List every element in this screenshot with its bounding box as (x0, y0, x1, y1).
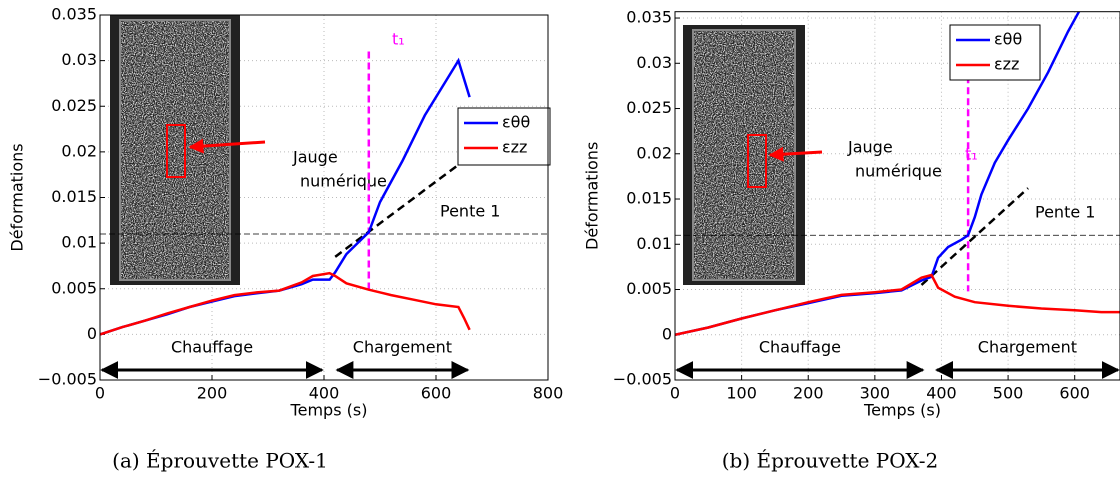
legend-label: εθθ (502, 113, 530, 132)
y-axis-label: Déformations (583, 142, 602, 250)
x-axis-label: Temps (s) (290, 401, 368, 420)
x-tick-label: 200 (197, 384, 228, 403)
slope-line (920, 187, 1029, 286)
inset-specimen-edge (119, 19, 231, 281)
caption: (a) Éprouvette POX-1 (112, 449, 328, 473)
x-tick-label: 0 (95, 384, 105, 403)
legend-box (457, 107, 551, 166)
y-tick-label: 0.03 (61, 50, 97, 69)
series-line (675, 273, 1120, 337)
axes-frame (99, 14, 549, 381)
x-tick-label: 0 (670, 384, 680, 403)
y-tick-label: −0.005 (38, 370, 97, 389)
y-tick-label: 0.035 (51, 5, 97, 24)
x-tick-label: 600 (1059, 384, 1090, 403)
legend-label: εzz (502, 138, 527, 157)
gauge-box (747, 134, 767, 188)
axes-frame (674, 11, 1120, 381)
y-tick-label: 0.01 (636, 234, 672, 253)
x-axis-label: Temps (s) (863, 401, 941, 420)
y-tick-label: 0.02 (61, 141, 97, 160)
y-tick-label: 0.005 (626, 279, 672, 298)
slope-label: Pente 1 (440, 202, 500, 221)
t1-label: t₁ (965, 145, 978, 164)
y-tick-label: 0.01 (61, 233, 97, 252)
x-tick-label: 100 (726, 384, 757, 403)
legend-box (949, 24, 1041, 81)
caption: (b) Éprouvette POX-2 (722, 449, 939, 473)
gauge-box (166, 124, 186, 178)
gauge-label: Jauge (292, 148, 338, 167)
y-tick-label: −0.005 (613, 370, 672, 389)
x-tick-label: 500 (993, 384, 1024, 403)
x-tick-label: 800 (533, 384, 564, 403)
y-tick-label: 0.02 (636, 143, 672, 162)
y-tick-label: 0.025 (626, 98, 672, 117)
y-tick-label: 0 (87, 324, 97, 343)
x-tick-label: 400 (926, 384, 957, 403)
y-axis-label: Déformations (8, 143, 27, 251)
y-tick-label: 0.035 (626, 8, 672, 27)
phase-label: Chauffage (171, 338, 253, 357)
slope-label: Pente 1 (1035, 203, 1095, 222)
x-tick-label: 200 (793, 384, 824, 403)
y-tick-label: 0 (662, 324, 672, 343)
series-line (100, 271, 471, 336)
phase-label: Chauffage (759, 338, 841, 357)
legend-label: εθθ (994, 30, 1022, 49)
inset-specimen (120, 20, 230, 280)
y-tick-label: 0.015 (51, 187, 97, 206)
slope-line (334, 155, 471, 258)
y-tick-label: 0.025 (51, 96, 97, 115)
gauge-label: numérique (855, 162, 942, 181)
x-tick-label: 300 (860, 384, 891, 403)
gauge-arrow (768, 146, 823, 162)
x-tick-label: 600 (421, 384, 452, 403)
legend-label: εzz (994, 55, 1019, 74)
y-tick-label: 0.015 (626, 189, 672, 208)
phase-label: Chargement (353, 338, 452, 357)
gauge-arrow (188, 138, 266, 154)
x-tick-label: 400 (309, 384, 340, 403)
y-tick-label: 0.005 (51, 278, 97, 297)
phase-label: Chargement (978, 338, 1077, 357)
y-tick-label: 0.03 (636, 53, 672, 72)
gauge-label: Jauge (847, 138, 893, 157)
t1-label: t₁ (392, 30, 405, 49)
gauge-label: numérique (300, 172, 387, 191)
